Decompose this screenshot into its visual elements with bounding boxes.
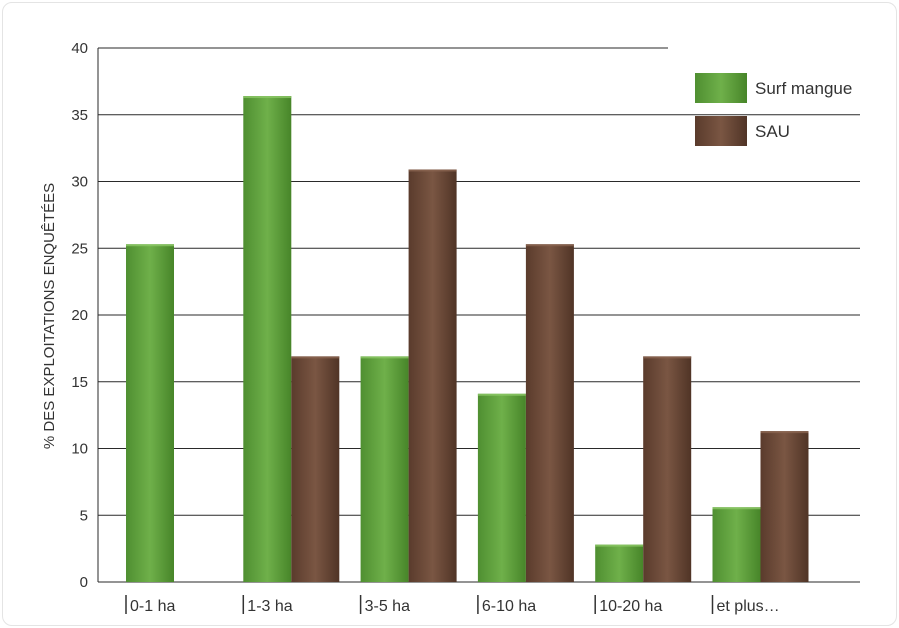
bar-top-highlight: [712, 507, 761, 510]
y-tick-label: 30: [71, 174, 88, 191]
bar-surf-mangue: [595, 544, 644, 582]
legend-label: SAU: [755, 122, 790, 141]
y-tick-label: 5: [80, 507, 88, 524]
axes: 0 5 10 15 20 25 30 35 40 0-1 ha 1-3 ha 3-5 ha 6-10 h…: [71, 40, 779, 615]
bar-top-highlight: [126, 244, 174, 247]
bar-top-highlight: [291, 356, 340, 359]
y-tick-label: 15: [71, 374, 88, 391]
bars: [126, 96, 809, 583]
legend-swatch-surf-mangue: [695, 73, 747, 103]
bar-sau: [643, 356, 692, 582]
x-category-label: et plus…: [717, 598, 780, 615]
bar-top-highlight: [477, 393, 526, 396]
bar-sau: [760, 431, 809, 582]
bar-surf-mangue: [126, 244, 174, 582]
y-axis-title: % DES EXPLOITATIONS ENQUÊTÉES: [41, 183, 58, 449]
x-category-label: 0-1 ha: [130, 598, 175, 615]
bar-surf-mangue: [360, 356, 409, 582]
y-tick-label: 40: [71, 40, 88, 57]
bar-sau: [525, 244, 574, 582]
x-category-label: 1-3 ha: [247, 598, 292, 615]
y-tick-label: 20: [71, 307, 88, 324]
y-tick-label: 35: [71, 107, 88, 124]
bar-top-highlight: [525, 244, 574, 247]
bar-top-highlight: [360, 356, 409, 359]
y-tick-label: 0: [80, 574, 88, 591]
x-category-label: 6-10 ha: [482, 598, 536, 615]
bar-surf-mangue: [712, 507, 761, 582]
legend-label: Surf mangue: [755, 79, 852, 98]
bar-sau: [408, 169, 457, 583]
bar-top-highlight: [643, 356, 692, 359]
bar-top-highlight: [595, 544, 644, 547]
bar-surf-mangue: [477, 393, 526, 582]
bar-top-highlight: [760, 431, 809, 434]
legend: Surf mangue SAU: [695, 73, 852, 146]
x-category-label: 10-20 ha: [599, 598, 662, 615]
y-tick-label: 10: [71, 441, 88, 458]
bar-top-highlight: [243, 96, 292, 99]
y-tick-label: 25: [71, 240, 88, 257]
bar-sau: [291, 356, 340, 582]
x-category-label: 3-5 ha: [365, 598, 410, 615]
bar-top-highlight: [408, 169, 457, 172]
legend-swatch-sau: [695, 116, 747, 146]
bar-surf-mangue: [243, 96, 292, 582]
